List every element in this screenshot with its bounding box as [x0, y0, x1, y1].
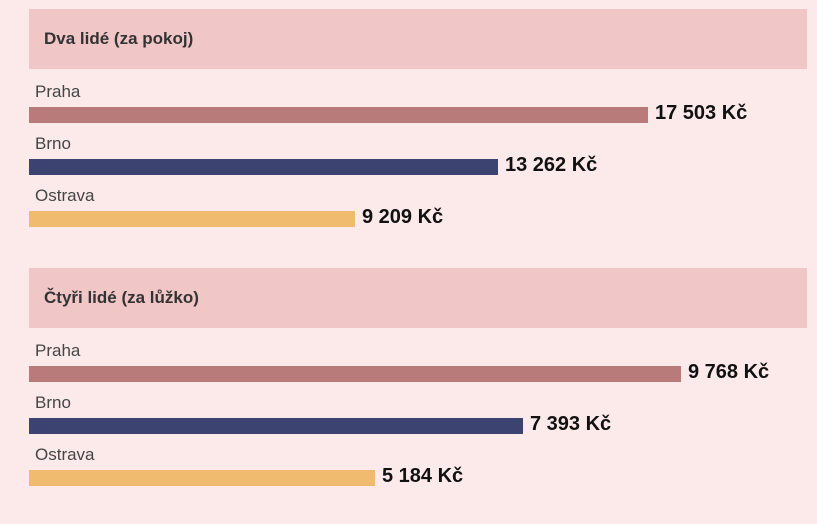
bar — [29, 470, 375, 486]
category-label: Praha — [35, 341, 81, 360]
bar — [29, 211, 355, 227]
chart-title: Dva lidé (za pokoj) — [44, 29, 194, 48]
category-label: Brno — [35, 393, 71, 412]
chart-title: Čtyři lidé (za lůžko) — [44, 288, 199, 307]
value-label: 9 209 Kč — [362, 206, 444, 228]
category-label: Praha — [35, 82, 81, 101]
bar — [29, 418, 523, 434]
chart-panel-two-people: Dva lidé (za pokoj) Praha 17 503 Kč Brno 13… — [29, 9, 807, 229]
bar — [29, 366, 681, 382]
value-label: 17 503 Kč — [655, 102, 748, 124]
chart-header: Čtyři lidé (za lůžko) — [29, 268, 807, 328]
bar — [29, 159, 498, 175]
category-label: Ostrava — [35, 186, 95, 205]
chart-header: Dva lidé (za pokoj) — [29, 9, 807, 69]
bar-group: Praha 9 768 Kč Brno 7 393 Kč Ostrava 5 184 Kč — [29, 328, 807, 488]
value-label: 7 393 Kč — [530, 413, 612, 435]
bar — [29, 107, 648, 123]
chart-panel-four-people: Čtyři lidé (za lůžko) Praha 9 768 Kč Brno 7… — [29, 268, 807, 488]
value-label: 5 184 Kč — [382, 465, 464, 487]
category-label: Brno — [35, 134, 71, 153]
value-label: 13 262 Kč — [505, 154, 598, 176]
value-label: 9 768 Kč — [688, 361, 770, 383]
category-label: Ostrava — [35, 445, 95, 464]
bar-group: Praha 17 503 Kč Brno 13 262 Kč Ostrava 9 209 … — [29, 69, 807, 229]
